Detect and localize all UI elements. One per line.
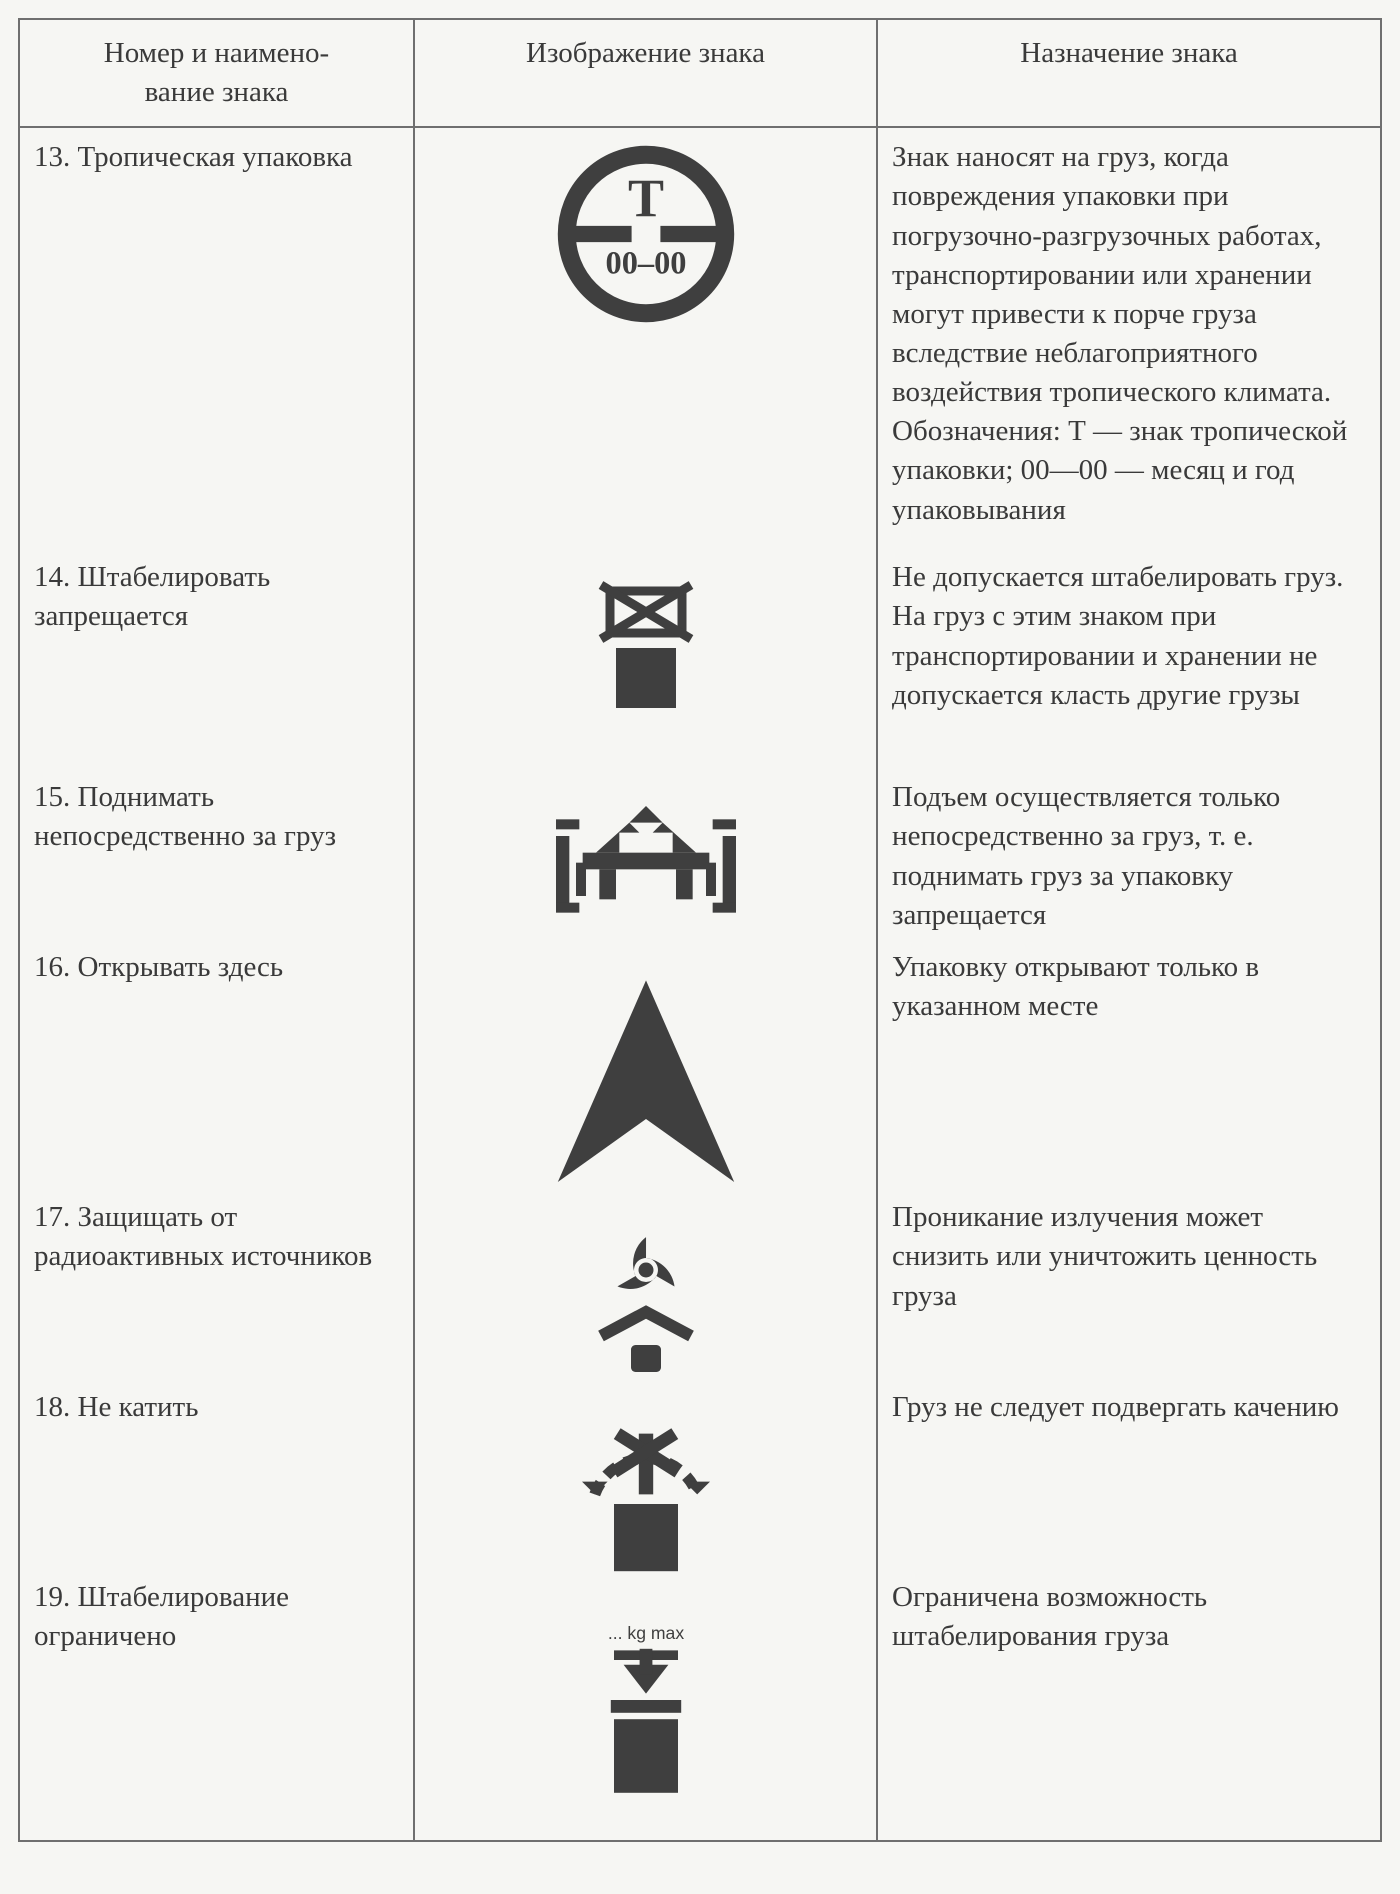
no-roll-icon — [566, 1424, 726, 1584]
row-desc: Упаковку открывают только в указанном ме… — [892, 948, 1366, 1198]
row-symbol — [429, 1418, 862, 1614]
lift-direct-icon — [546, 796, 746, 926]
table-header-row: Номер и наимено-вание знака Изображение … — [19, 19, 1381, 127]
row-name: 17. Защищать от радиоактивных источников — [34, 1198, 399, 1388]
row-desc: Груз не следует подвергать качению — [892, 1388, 1366, 1578]
header-image: Изображение знака — [414, 19, 877, 127]
row-symbol — [429, 1222, 862, 1418]
row-symbol — [429, 790, 862, 966]
row-symbol: ... kg max — [429, 1614, 862, 1830]
stack-limit-icon: ... kg max — [566, 1620, 726, 1804]
row-name: 16. Открывать здесь — [34, 948, 399, 1198]
shipping-marks-table: Номер и наимено-вание знака Изображение … — [18, 18, 1382, 1842]
header-number-name: Номер и наимено-вание знака — [19, 19, 414, 127]
row-desc: Подъем осуществляется только непосредств… — [892, 778, 1366, 948]
row-symbol — [429, 966, 862, 1222]
svg-text:00–00: 00–00 — [605, 246, 686, 282]
row-name: 19. Штабелирование ограничено — [34, 1578, 399, 1788]
row-name: 14. Штабелировать запрещается — [34, 558, 399, 778]
row-desc: Не допускается штабелировать груз. На гр… — [892, 558, 1366, 778]
row-name: 13. Тропическая упаковка — [34, 138, 399, 558]
svg-text:Т: Т — [627, 168, 663, 228]
row-symbol: Т 00–00 — [429, 138, 862, 564]
row-name: 18. Не катить — [34, 1388, 399, 1578]
row-desc: Знак наносят на груз, когда повреждения … — [892, 138, 1366, 558]
row-desc: Ограничена возможность штабелирования гр… — [892, 1578, 1366, 1788]
radiation-protect-icon — [571, 1228, 721, 1378]
tropical-pack-icon: Т 00–00 — [556, 144, 736, 324]
row-symbol — [429, 564, 862, 790]
row-desc: Проникание излучения может снизить или у… — [892, 1198, 1366, 1388]
svg-text:... kg max: ... kg max — [607, 1623, 683, 1643]
open-here-icon — [541, 972, 751, 1203]
header-purpose: Назначение знака — [877, 19, 1381, 127]
row-name: 15. Поднимать непосредственно за груз — [34, 778, 399, 948]
no-stack-icon — [571, 570, 721, 720]
